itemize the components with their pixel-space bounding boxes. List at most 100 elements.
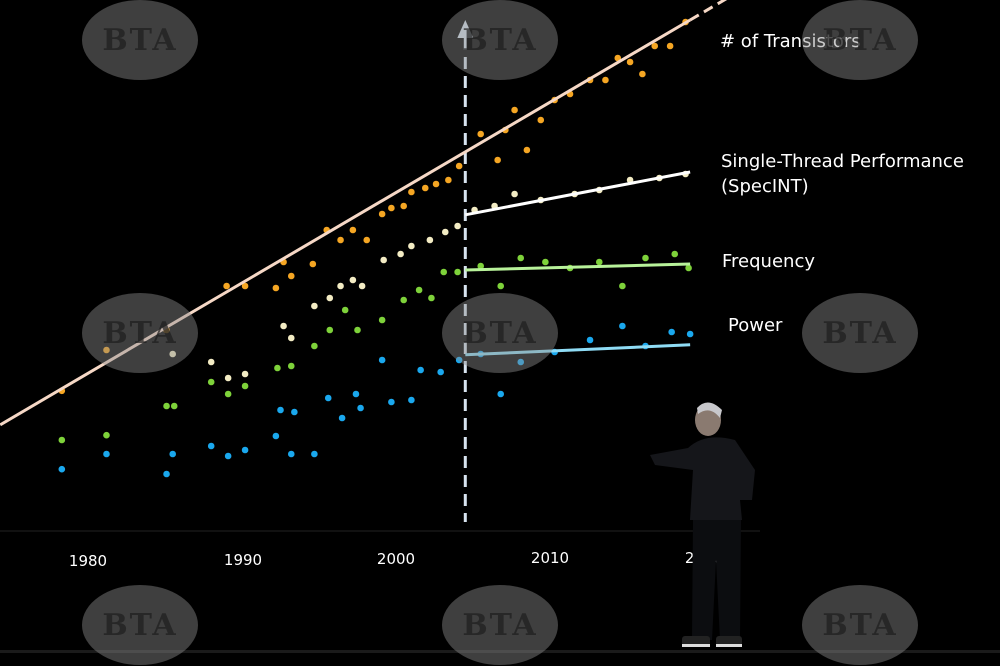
data-point-3 — [686, 330, 694, 338]
data-point-0 — [287, 272, 295, 280]
data-point-1 — [349, 276, 357, 284]
trend-line-0 — [0, 18, 691, 427]
data-point-2 — [224, 390, 232, 398]
data-point-0 — [477, 130, 485, 138]
data-point-0 — [103, 346, 110, 354]
data-point-3 — [417, 366, 424, 374]
data-point-0 — [309, 260, 317, 268]
data-point-0 — [614, 54, 622, 62]
watermark-logo: BTA — [82, 293, 198, 373]
data-point-3 — [517, 358, 525, 366]
data-point-3 — [169, 450, 176, 458]
data-point-3 — [324, 394, 332, 402]
data-point-0 — [388, 204, 395, 212]
data-point-2 — [58, 436, 66, 444]
x-tick-label: 2010 — [530, 549, 570, 567]
data-point-0 — [349, 226, 357, 234]
data-point-2 — [400, 296, 408, 304]
data-point-3 — [103, 450, 110, 458]
watermark-logo: BTA — [802, 293, 918, 373]
data-point-3 — [207, 442, 215, 450]
data-point-0 — [494, 156, 501, 164]
legend-single-thread-sub: (SpecINT) — [721, 176, 809, 197]
data-point-0 — [408, 188, 415, 196]
data-point-2 — [477, 262, 485, 270]
data-point-3 — [668, 328, 675, 336]
data-point-2 — [287, 362, 295, 370]
data-point-0 — [363, 236, 371, 244]
data-point-1 — [380, 256, 387, 264]
data-point-0 — [511, 106, 518, 114]
data-point-2 — [642, 254, 649, 262]
data-point-2 — [415, 286, 423, 294]
trend-line-2 — [465, 262, 691, 272]
data-point-3 — [287, 450, 295, 458]
data-point-3 — [378, 356, 386, 364]
data-point-2 — [685, 264, 692, 272]
data-point-0 — [337, 236, 344, 244]
data-point-1 — [287, 334, 295, 342]
data-point-2 — [326, 326, 334, 334]
data-point-0 — [400, 202, 408, 210]
watermark-logo: BTA — [82, 585, 198, 665]
data-point-0 — [378, 210, 386, 218]
watermark-logo: BTA — [802, 585, 918, 665]
legend-transistors: # of Transistors — [720, 31, 861, 52]
data-point-0 — [455, 162, 463, 170]
data-point-3 — [357, 404, 364, 412]
trend-extension-0 — [689, 0, 728, 22]
data-point-1 — [358, 282, 366, 290]
data-point-2 — [595, 258, 603, 266]
data-point-3 — [224, 452, 232, 460]
data-point-0 — [626, 58, 634, 66]
data-point-1 — [241, 370, 249, 378]
data-point-3 — [388, 398, 395, 406]
watermark-logo: BTA — [82, 0, 198, 80]
data-point-2 — [241, 382, 249, 390]
data-point-2 — [517, 254, 525, 262]
data-point-0 — [602, 76, 609, 84]
x-tick-label: 1980 — [68, 552, 108, 570]
data-point-0 — [639, 70, 646, 78]
trend-line-3 — [465, 343, 691, 357]
data-point-3 — [291, 408, 298, 416]
data-point-1 — [224, 374, 232, 382]
data-point-2 — [207, 378, 215, 386]
data-point-1 — [326, 294, 334, 302]
data-point-2 — [671, 250, 679, 258]
data-point-3 — [58, 465, 66, 473]
data-point-1 — [397, 250, 404, 258]
data-point-0 — [272, 284, 280, 292]
data-point-3 — [497, 390, 505, 398]
data-point-3 — [163, 470, 170, 478]
watermark-logo: BTA — [802, 0, 918, 80]
x-tick-label: 2000 — [376, 550, 416, 568]
trend-line-1 — [465, 170, 691, 217]
data-point-2 — [311, 342, 318, 350]
data-point-3 — [352, 390, 360, 398]
data-point-3 — [311, 450, 318, 458]
data-point-3 — [408, 396, 415, 404]
data-point-3 — [586, 336, 594, 344]
data-point-2 — [163, 402, 170, 410]
data-point-2 — [440, 268, 448, 276]
data-point-1 — [169, 350, 176, 358]
data-point-3 — [277, 406, 284, 414]
data-point-2 — [428, 294, 435, 302]
data-point-2 — [497, 282, 505, 290]
watermark-logo: BTA — [442, 293, 558, 373]
data-point-1 — [454, 222, 461, 230]
data-point-3 — [455, 356, 463, 364]
data-point-3 — [241, 446, 249, 454]
data-point-2 — [619, 282, 626, 290]
data-point-3 — [619, 322, 626, 330]
legend-frequency: Frequency — [722, 251, 815, 272]
marker-arrow-icon — [457, 20, 474, 38]
data-point-0 — [223, 282, 230, 290]
data-point-1 — [311, 302, 318, 310]
data-point-2 — [354, 326, 361, 334]
data-point-0 — [432, 180, 440, 188]
data-point-0 — [651, 42, 659, 50]
data-point-0 — [523, 146, 531, 154]
